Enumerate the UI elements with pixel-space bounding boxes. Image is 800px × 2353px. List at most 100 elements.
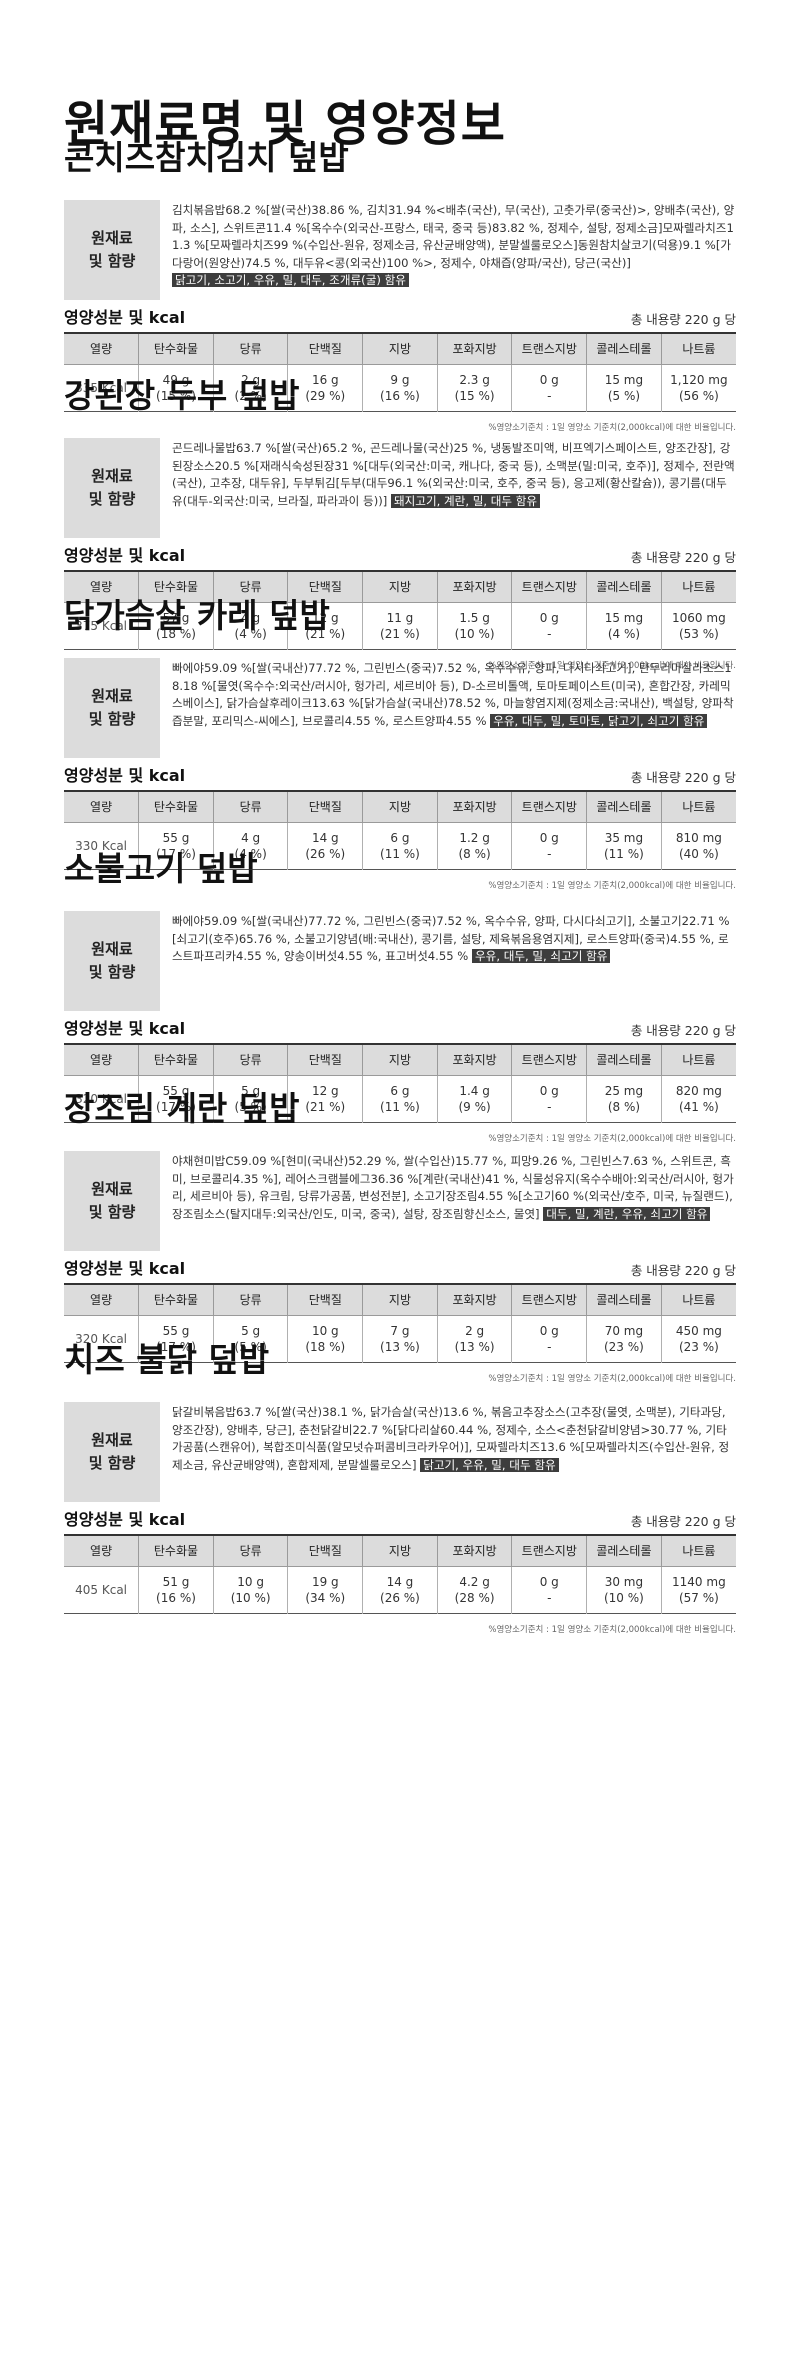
nutrient-percent: (5 %) [234, 1099, 267, 1114]
nutrient-percent: (21 %) [305, 626, 346, 641]
kcal-value: 320 Kcal [64, 1075, 140, 1122]
nutrient-value: 7 g (13 %) [362, 1315, 438, 1362]
nutrient-amount: 810 mg [675, 830, 722, 845]
nutrient-value: 55 g (17 %) [138, 822, 214, 869]
nutrition-table: 열량 탄수화물 당류 단백질 지방 포화지방 트랜스지방 콜레스테롤 나트륨 335 Kcal 4… [64, 332, 736, 412]
nutrition-column-header: 지방 [362, 1044, 438, 1076]
nutrient-percent: (41 %) [678, 1099, 719, 1114]
nutrient-percent: (4 %) [607, 626, 641, 641]
nutrient-value: 450 mg (23 %) [661, 1315, 736, 1362]
nutrition-value-row: 330 Kcal 55 g (17 %) 4 g (4 %) 14 g (26 %) 6 g(… [64, 822, 736, 869]
nutrient-amount: 5 g [241, 1083, 261, 1098]
nutrient-value: 0 g- [511, 822, 588, 869]
nutrient-percent: - [547, 1339, 552, 1354]
nutrition-column-header: 나트륨 [661, 333, 736, 365]
nutrient-value: 5 g (5 %) [213, 1075, 289, 1122]
nutrition-column-header: 탄수화물 [138, 571, 214, 603]
nutrient-value: 14 g (26 %) [362, 1566, 438, 1613]
nutrition-column-header: 열량 [64, 1044, 140, 1076]
nutrient-percent: (5 %) [607, 388, 641, 403]
footnote: %영양소기준치 : 1일 영양소 기준치(2,000kcal)에 대한 비율입니… [488, 1373, 736, 1384]
allergen-badge: 우유, 대두, 밀, 쇠고기 함유 [471, 949, 611, 963]
nutrition-column-header: 열량 [64, 791, 140, 823]
nutrient-percent: - [547, 1590, 552, 1605]
ingredients-row: 원재료 및 함량 곤드레나물밥63.7 %[쌀(국산)65.2 %, 곤드레나물… [64, 438, 736, 538]
nutrient-amount: 49 g [162, 372, 190, 387]
nutrient-value: 57 g (18 %) [138, 602, 214, 649]
nutrient-percent: (16 %) [380, 388, 420, 403]
nutrient-percent: (9 %) [458, 1099, 491, 1114]
nutrition-table: 열량 탄수화물 당류 단백질 지방 포화지방 트랜스지방 콜레스테롤 나트륨 375 Kcal 5… [64, 570, 736, 650]
nutrient-percent: - [547, 626, 552, 641]
nutrient-value: 1140 mg (57 %) [661, 1566, 736, 1613]
ingredients-list: 빠에야59.09 %[쌀(국내산)77.72 %, 그린빈스(중국)7.52 %… [172, 914, 730, 963]
ingredients-label-line2: 및 함량 [88, 710, 136, 728]
nutrient-amount: 4.2 g [459, 1574, 490, 1589]
nutrient-value: 12 g (21 %) [287, 602, 364, 649]
nutrition-column-header: 포화지방 [437, 1044, 513, 1076]
nutrition-column-header: 열량 [64, 1535, 140, 1567]
nutrient-value: 70 mg (23 %) [586, 1315, 662, 1362]
nutrient-value: 4 g (4 %) [213, 602, 289, 649]
nutrient-percent: (17 %) [156, 1099, 196, 1114]
nutrient-value: 5 g (5 %) [213, 1315, 289, 1362]
nutrition-column-header: 지방 [362, 1284, 438, 1316]
nutrient-amount: 0 g [539, 830, 559, 845]
nutrient-percent: (40 %) [678, 846, 719, 861]
nutrition-table: 열량 탄수화물 당류 단백질 지방 포화지방 트랜스지방 콜레스테롤 나트륨 320 Kcal 5… [64, 1043, 736, 1123]
nutrient-value: 35 mg (11 %) [586, 822, 662, 869]
product-name: 소불고기 덮밥 [64, 849, 258, 888]
nutrient-value: 2 g (2 %) [213, 364, 289, 411]
nutrition-title: 영양성분 및 kcal [64, 766, 186, 785]
nutrition-title: 영양성분 및 kcal [64, 1510, 186, 1529]
nutrient-amount: 19 g [311, 1574, 339, 1589]
product-name: 치즈 불닭 덮밥 [64, 1340, 270, 1379]
nutrition-header: 영양성분 및 kcal 총 내용량 220 g 당 [64, 1017, 736, 1039]
nutrient-value: 19 g (34 %) [287, 1566, 364, 1613]
nutrient-value: 0 g- [511, 602, 588, 649]
nutrient-amount: 57 g [162, 610, 190, 625]
kcal-value: 320 Kcal [64, 1315, 140, 1362]
nutrient-amount: 11 g [386, 610, 414, 625]
nutrient-percent: (15 %) [156, 388, 196, 403]
allergen-badge: 닭고기, 소고기, 우유, 밀, 대두, 조개류(굴) 함유 [172, 273, 409, 287]
nutrient-amount: 12 g [311, 1083, 339, 1098]
product-section: 소불고기 덮밥 원재료 및 함량 빠에야59.09 %[쌀(국내산)77.72 … [64, 847, 736, 1144]
nutrient-amount: 6 g [390, 1083, 410, 1098]
nutrition-column-header: 당류 [213, 333, 289, 365]
nutrition-header-row: 열량 탄수화물 당류 단백질 지방 포화지방 트랜스지방 콜레스테롤 나트륨 [64, 1284, 736, 1316]
nutrient-percent: (23 %) [678, 1339, 719, 1354]
nutrient-value: 1,120 mg (56 %) [661, 364, 736, 411]
nutrient-value: 1.2 g (8 %) [437, 822, 513, 869]
nutrition-column-header: 콜레스테롤 [586, 571, 662, 603]
ingredients-label-line1: 원재료 [91, 687, 133, 705]
nutrient-amount: 9 g [390, 372, 410, 387]
nutrition-column-header: 단백질 [287, 1044, 364, 1076]
nutrition-column-header: 당류 [213, 1044, 289, 1076]
nutrition-column-header: 당류 [213, 791, 289, 823]
nutrition-column-header: 트랜스지방 [511, 1284, 588, 1316]
product-name: 장조림 계란 덮밥 [64, 1089, 300, 1128]
nutrition-column-header: 트랜스지방 [511, 571, 588, 603]
nutrient-amount: 10 g [237, 1574, 264, 1589]
product-section: 닭가슴살 카레 덮밥 원재료 및 함량 빠에야59.09 %[쌀(국내산)77.… [64, 594, 736, 891]
nutrition-column-header: 단백질 [287, 1535, 364, 1567]
nutrition-column-header: 탄수화물 [138, 791, 214, 823]
nutrient-amount: 1.5 g [459, 610, 490, 625]
nutrition-value-row: 335 Kcal 49 g (15 %) 2 g (2 %) 16 g (29 %) 9 g(… [64, 364, 736, 411]
nutrient-value: 810 mg (40 %) [661, 822, 736, 869]
nutrient-amount: 1,120 mg [670, 372, 728, 387]
nutrition-column-header: 포화지방 [437, 1284, 513, 1316]
nutrient-value: 16 g (29 %) [287, 364, 364, 411]
nutrition-column-header: 지방 [362, 791, 438, 823]
nutrition-header: 영양성분 및 kcal 총 내용량 220 g 당 [64, 764, 736, 786]
nutrient-value: 51 g (16 %) [138, 1566, 214, 1613]
ingredients-label-line2: 및 함량 [88, 490, 136, 508]
nutrition-column-header: 단백질 [287, 571, 364, 603]
ingredients-text: 닭갈비볶음밥63.7 %[쌀(국산)38.1 %, 닭가슴살(국산)13.6 %… [160, 1402, 736, 1502]
product-section: 강된장 두부 덮밥 원재료 및 함량 곤드레나물밥63.7 %[쌀(국산)65.… [64, 374, 736, 671]
allergen-badge: 대두, 밀, 계란, 우유, 쇠고기 함유 [543, 1206, 711, 1221]
nutrient-amount: 0 g [539, 1083, 559, 1098]
nutrient-percent: (57 %) [678, 1590, 719, 1605]
nutrient-percent: (11 %) [380, 1099, 420, 1114]
